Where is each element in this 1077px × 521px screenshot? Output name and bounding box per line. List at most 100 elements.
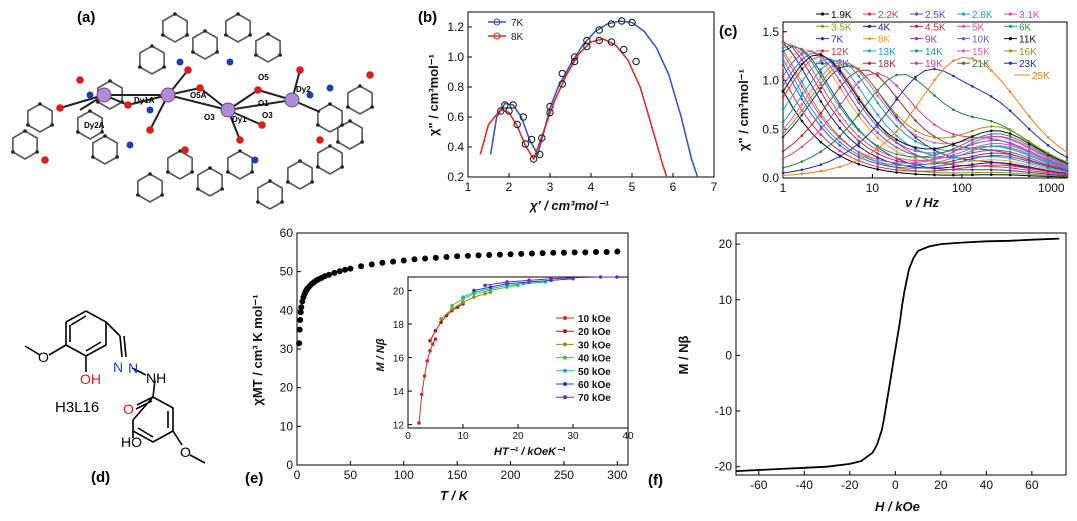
c-series-point-9K [895, 146, 898, 149]
molecule-bonds [24, 310, 206, 464]
c-series-point-13K [1008, 157, 1012, 160]
c-series-point-17K [838, 66, 842, 70]
c-legend-label-3.1K: 3.1K [1019, 10, 1040, 21]
e-y-tick-label: 10 [280, 419, 294, 433]
b-x-axis-label: χ' / cm³mol⁻¹ [528, 198, 610, 213]
c-series-point-23K [1065, 155, 1069, 159]
c-legend-marker-2.8K [961, 12, 966, 16]
c-series-point-16K [895, 113, 898, 116]
panel-label-d: (d) [91, 469, 110, 486]
c-series-point-2.5K [971, 157, 974, 161]
c-series-point-1.9K [800, 119, 804, 123]
e-inset-y-tick-label: 12 [393, 421, 405, 432]
c-legend-label-1.9K: 1.9K [831, 10, 852, 21]
f-x-tick-label: 60 [1025, 478, 1039, 492]
c-series-point-3.1K [819, 115, 823, 119]
c-series-point-13K [800, 80, 804, 83]
c-series-point-8K [1027, 163, 1031, 167]
structure-carbon-atom [348, 119, 352, 123]
structure-atom-label: Dy2A [84, 121, 105, 130]
c-legend-label-18K: 18K [878, 59, 896, 70]
e-y-tick-label: 60 [280, 226, 294, 240]
structure-carbon-atom [108, 79, 112, 83]
e-data-point [454, 253, 461, 260]
c-series-point-11K [989, 129, 993, 133]
e-inset-plot-frame [407, 276, 629, 429]
c-legend-label-6K: 6K [1019, 22, 1032, 33]
c-series-point-9K [781, 74, 785, 78]
structure-carbon-atom [298, 159, 302, 163]
e-inset-point-50 kOe [461, 295, 465, 299]
c-series-point-1.9K [819, 140, 823, 144]
c-series-point-3.1K [857, 150, 861, 154]
c-series-point-2.8K [857, 153, 861, 157]
structure-carbon-atom [161, 33, 165, 37]
c-series-line-3.1K [782, 52, 1068, 165]
structure-carbon-atom [248, 33, 252, 37]
structure-carbon-atom [278, 53, 282, 57]
c-y-tick-label: 0.5 [762, 122, 779, 136]
c-legend-label-21K: 21K [972, 59, 990, 70]
c-series-point-1.9K [914, 172, 917, 176]
c-series-point-15K [838, 60, 842, 64]
c-series-point-14K [876, 101, 879, 105]
c-series-line-12K [782, 55, 1068, 176]
b-point-8K [546, 108, 554, 117]
structure-carbon-atom [224, 33, 228, 37]
structure-carbon-atom [138, 65, 142, 69]
c-series-point-3.1K [895, 161, 898, 165]
c-series-point-23K [895, 98, 898, 101]
c-series-point-14K [914, 139, 917, 143]
e-x-axis-label: T / K [440, 488, 470, 503]
c-series-point-10K [800, 58, 804, 61]
c-series-point-11K [819, 53, 823, 56]
c-legend-label-11K: 11K [1019, 35, 1036, 46]
c-series-point-23K [857, 142, 861, 145]
structure-carbon-atom [236, 12, 240, 16]
c-series-point-17K [914, 136, 917, 139]
c-y-tick-label: 1.5 [762, 25, 779, 39]
b-x-tick-label: 1 [465, 180, 472, 194]
c-series-point-2.8K [914, 164, 917, 167]
structure-oxygen-atom [124, 101, 132, 109]
structure-oxygen-atom [236, 136, 244, 144]
mol-atom-o-3: O [180, 444, 191, 460]
c-series-point-6K [838, 105, 842, 109]
c-series-point-9K [857, 108, 861, 112]
c-series-point-21K [800, 160, 804, 163]
c-series-point-2.8K [989, 144, 993, 148]
c-series-point-11K [781, 90, 785, 93]
structure-atom-labels: Dy2A Dy1A O5A O3 Dy1 O5 O1 Dy2 O3 [84, 73, 311, 130]
c-series-point-6K [933, 153, 936, 157]
c-series-point-4.5K [838, 119, 842, 122]
c-series-point-21K [952, 108, 955, 111]
c-series-point-3.1K [838, 137, 842, 140]
c-series-point-4.5K [1008, 153, 1012, 156]
c-series-point-23K [1046, 144, 1050, 147]
e-inset-legend-marker-50 kOe [563, 368, 567, 373]
e-inset-legend-label-70 kOe: 70 kOe [578, 393, 611, 404]
b-point-8K [558, 80, 567, 88]
c-series-point-11K [1027, 142, 1031, 145]
c-series-point-3.1K [876, 158, 879, 161]
e-data-point [603, 248, 610, 255]
c-series-point-21K [838, 134, 842, 138]
e-data-point [550, 249, 557, 256]
c-series-point-5K [1008, 144, 1012, 147]
c-series-point-21K [819, 150, 823, 153]
structure-nitrogen-atom [126, 141, 134, 149]
e-inset-point-20 kOe [439, 320, 443, 325]
e-data-point [331, 269, 338, 276]
c-x-tick-label: 100 [952, 181, 972, 195]
c-series-point-9K [838, 79, 842, 83]
b-x-tick-label: 5 [629, 180, 636, 194]
e-inset-point-70 kOe [549, 276, 553, 281]
c-series-point-12K [781, 96, 785, 99]
structure-atom-label: O5 [258, 73, 269, 82]
structure-carbon-atom [358, 84, 362, 88]
structure-carbon-atom [26, 123, 30, 127]
c-legend-label-16K: 16K [1019, 47, 1037, 58]
structure-carbon-atom [166, 170, 170, 174]
structure-carbon-atom [215, 50, 219, 54]
e-inset-point-10 kOe [428, 349, 432, 353]
